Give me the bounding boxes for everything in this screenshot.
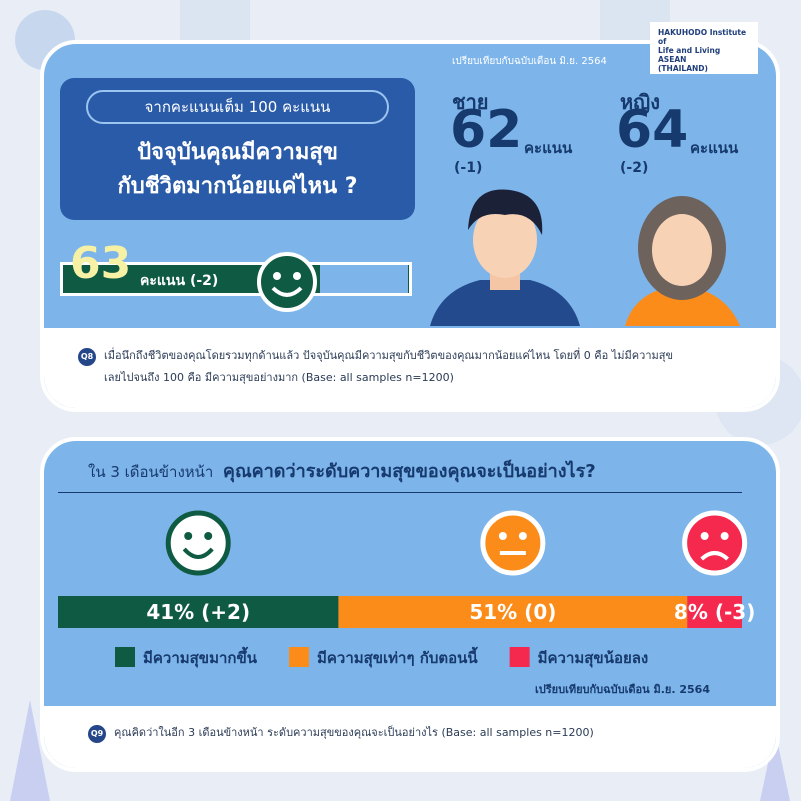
female-unit: คะแนน [690,139,739,157]
legend-swatch [509,647,530,667]
heading-lead: ใน 3 เดือนข้างหน้า [88,463,214,481]
eye [518,532,527,540]
male-score: 62 [450,100,523,160]
heading: คุณคาดว่าระดับความสุขของคุณจะเป็นอย่างไร… [222,461,596,482]
face [165,510,231,576]
question-text: เมื่อนึกถึงชีวิตของคุณโดยรวมทุกด้านแล้ว … [104,349,673,362]
overall-bar-rest [320,265,408,293]
logo-line: Life and Living ASEAN [658,46,721,64]
male-label: ชาย [452,90,489,114]
mouth [700,551,729,561]
logo-line: HAKUHODO Institute of [658,28,747,46]
legend-label: มีความสุขมากขึ้น [143,646,258,668]
logo-line: (THAILAND) [658,64,708,73]
face-icon [682,510,748,576]
question-panel [44,706,776,768]
female-score: 64 [616,100,689,160]
logo: HAKUHODO Institute of Life and Living AS… [650,22,758,74]
comparison-note: เปรียบเทียบกับฉบับเดือน มิ.ย. 2564 [535,683,710,696]
legend-label: มีความสุขน้อยลง [538,649,649,668]
eye [204,532,213,540]
face-icon [165,510,231,576]
male-change: (-1) [454,160,483,176]
legend-label: มีความสุขเท่าๆ กับตอนนี้ [317,646,478,668]
question-code: Q9 [88,725,106,743]
eye [184,532,193,540]
face [682,510,748,576]
legend-swatch [115,647,135,667]
subtitle: จากคะแนนเต็ม 100 คะแนน [86,90,389,124]
value-label: 51% (0) [469,600,556,624]
comparison-note: เปรียบเทียบกับฉบับเดือน มิ.ย. 2564 [452,56,607,67]
people-illustration [430,189,740,326]
male-unit: คะแนน [524,139,573,157]
question-text: เลยไปจนถึง 100 คือ มีความสุขอย่างมาก (Ba… [104,371,454,384]
overall-change: (-2) [189,273,219,289]
overall-score: 63 [70,238,132,289]
female-change: (-2) [620,160,649,176]
q9: Q9 คุณคิดว่าในอีก 3 เดือนข้างหน้า ระดับคว… [88,722,768,744]
eye [720,532,729,540]
bar-segment [58,596,339,628]
question-box: จากคะแนนเต็ม 100 คะแนน ปัจจุบันคุณมีความ… [60,78,415,220]
mouth [182,547,214,559]
question-text: คุณคิดว่าในอีก 3 เดือนข้างหน้า ระดับความ… [114,726,594,739]
value-label: 41% (+2) [146,600,250,624]
title-line: ปัจจุบันคุณมีความสุข [137,140,338,165]
legend-swatch [288,647,309,667]
overall-unit: คะแนน [140,273,186,289]
divider [58,492,742,493]
title-line: กับชีวิตมากน้อยแค่ไหน ? [117,174,358,199]
value-label: 8% (-3) [674,600,755,624]
bar-segment [687,596,742,628]
eye [700,532,709,540]
q8: Q8 เมื่อนึกถึงชีวิตของคุณโดยรวมทุกด้านแล้… [78,345,758,389]
question-panel [44,328,776,408]
face-icon [480,510,546,576]
question-code: Q8 [78,348,96,366]
bar-segment [338,596,688,628]
female-label: หญิง [620,90,660,114]
smiley-icon [257,252,317,312]
face [480,510,546,576]
eye [498,532,507,540]
